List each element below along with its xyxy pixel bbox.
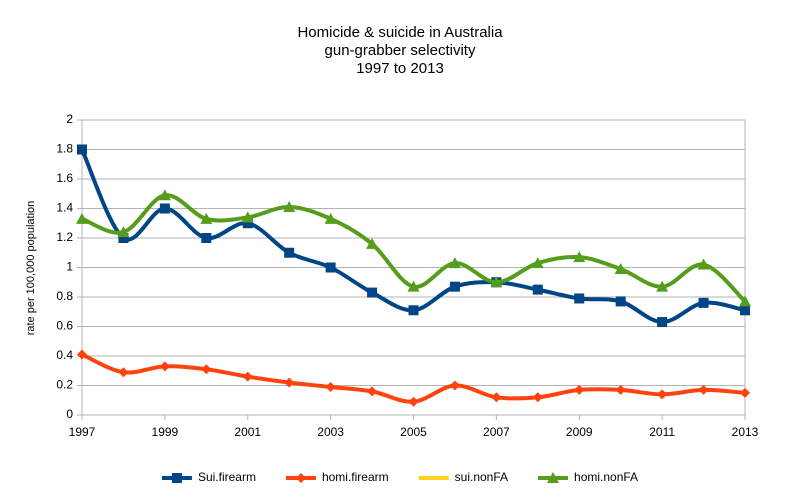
marker bbox=[77, 349, 87, 360]
marker bbox=[242, 371, 253, 382]
marker bbox=[118, 233, 129, 243]
x-tick-label: 2003 bbox=[317, 425, 344, 439]
marker bbox=[532, 392, 543, 403]
marker bbox=[449, 380, 460, 391]
marker bbox=[159, 203, 170, 214]
marker bbox=[531, 257, 544, 269]
legend-label: sui.nonFA bbox=[455, 470, 508, 484]
marker bbox=[159, 361, 170, 372]
x-tick-label: 2005 bbox=[400, 425, 427, 439]
marker bbox=[77, 144, 87, 155]
marker bbox=[657, 389, 668, 400]
marker bbox=[449, 281, 460, 292]
y-tick-label: 1.2 bbox=[56, 230, 73, 244]
marker bbox=[158, 189, 171, 201]
marker bbox=[284, 377, 295, 388]
x-tick-label: 1997 bbox=[69, 425, 96, 439]
chart-subtitle: 1997 to 2013 bbox=[356, 60, 444, 77]
marker bbox=[697, 258, 710, 270]
y-tick-label: 2 bbox=[66, 112, 73, 126]
marker bbox=[284, 247, 295, 258]
y-tick-label: 1.8 bbox=[56, 142, 73, 156]
y-tick-label: 0.2 bbox=[56, 378, 73, 392]
marker bbox=[76, 212, 88, 224]
marker bbox=[408, 305, 419, 316]
marker bbox=[407, 280, 420, 292]
y-axis-label: rate per 100,000 population bbox=[25, 201, 37, 336]
marker bbox=[367, 287, 378, 298]
marker bbox=[740, 305, 750, 316]
marker bbox=[241, 211, 254, 223]
marker bbox=[283, 201, 296, 213]
marker bbox=[366, 237, 379, 249]
marker bbox=[324, 212, 337, 224]
marker bbox=[574, 293, 585, 304]
marker bbox=[490, 276, 503, 288]
y-tick-label: 1.4 bbox=[56, 201, 73, 215]
y-tick-label: 1 bbox=[66, 260, 73, 274]
marker bbox=[615, 296, 626, 307]
y-tick-label: 0.8 bbox=[56, 289, 73, 303]
series-line bbox=[80, 148, 746, 325]
legend-label: homi.firearm bbox=[322, 470, 389, 484]
marker bbox=[698, 384, 709, 395]
marker bbox=[117, 226, 130, 238]
marker bbox=[325, 262, 336, 273]
marker bbox=[201, 364, 212, 375]
chart-subtitle: gun-grabber selectivity bbox=[325, 42, 476, 59]
legend-marker bbox=[295, 473, 306, 483]
marker bbox=[573, 251, 586, 263]
marker bbox=[615, 384, 626, 395]
legend-label: homi.nonFA bbox=[574, 470, 638, 484]
marker bbox=[200, 212, 213, 224]
marker bbox=[491, 392, 502, 403]
marker bbox=[325, 381, 336, 392]
marker bbox=[532, 284, 543, 295]
marker bbox=[448, 257, 461, 269]
marker bbox=[739, 295, 751, 307]
x-tick-label: 2009 bbox=[566, 425, 593, 439]
x-tick-label: 2011 bbox=[649, 425, 675, 439]
marker bbox=[408, 396, 419, 407]
y-tick-label: 0.4 bbox=[56, 348, 73, 362]
marker bbox=[242, 218, 253, 229]
marker bbox=[574, 384, 585, 395]
x-tick-label: 1999 bbox=[152, 425, 179, 439]
legend-label: Sui.firearm bbox=[198, 470, 256, 484]
legend-marker bbox=[171, 473, 182, 483]
legend-marker bbox=[547, 472, 560, 483]
y-tick-label: 0 bbox=[66, 407, 73, 421]
marker bbox=[698, 297, 709, 308]
marker bbox=[657, 317, 668, 328]
marker bbox=[367, 386, 378, 397]
y-tick-label: 1.6 bbox=[56, 171, 73, 185]
marker bbox=[740, 387, 750, 398]
x-tick-label: 2013 bbox=[732, 425, 759, 439]
marker bbox=[201, 233, 212, 243]
y-tick-label: 0.6 bbox=[56, 319, 73, 333]
marker bbox=[656, 280, 669, 292]
x-tick-label: 2007 bbox=[483, 425, 510, 439]
marker bbox=[118, 367, 129, 378]
chart-title: Homicide & suicide in Australia bbox=[297, 24, 503, 41]
x-tick-label: 2001 bbox=[234, 425, 261, 439]
marker bbox=[614, 262, 627, 274]
